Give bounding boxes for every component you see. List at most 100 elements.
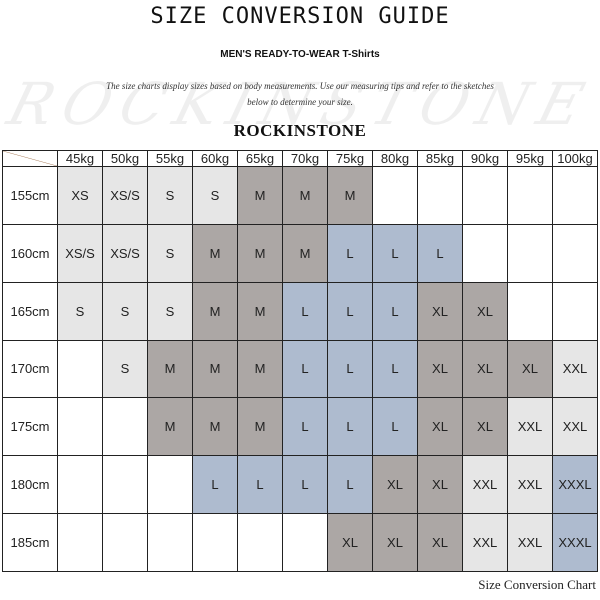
size-table: 45kg 50kg 55kg 60kg 65kg 70kg 75kg 80kg 85kg 90kg… — [2, 150, 598, 572]
size-cell — [192, 513, 238, 572]
size-cell: L — [282, 455, 328, 515]
size-cell: M — [237, 223, 283, 283]
size-cell: L — [327, 281, 373, 341]
size-cell: L — [417, 223, 463, 283]
size-cell — [102, 397, 148, 457]
size-cell — [147, 513, 193, 572]
weight-header: 60kg — [192, 150, 238, 167]
weight-header: 100kg — [552, 150, 598, 167]
weight-header: 95kg — [507, 150, 553, 167]
size-cell: S — [147, 281, 193, 341]
size-cell — [507, 223, 553, 283]
size-cell: XXL — [552, 339, 598, 399]
size-cell: XXL — [462, 513, 508, 572]
subtitle: MEN'S READY-TO-WEAR T-Shirts — [220, 49, 380, 60]
weight-header: 90kg — [462, 150, 508, 167]
size-cell: M — [282, 223, 328, 283]
size-cell: S — [102, 281, 148, 341]
chart-caption: Size Conversion Chart — [478, 577, 596, 592]
size-cell: L — [372, 223, 418, 283]
size-cell: XS/S — [57, 223, 103, 283]
size-cell: XL — [372, 513, 418, 572]
height-label: 165cm — [2, 281, 58, 341]
size-cell: S — [102, 339, 148, 399]
size-cell: L — [372, 339, 418, 399]
description-line-1: The size charts display sizes based on b… — [106, 81, 494, 91]
size-cell: L — [372, 397, 418, 457]
size-cell: M — [237, 339, 283, 399]
weight-header: 45kg — [57, 150, 103, 167]
size-cell: M — [282, 166, 328, 225]
weight-header: 80kg — [372, 150, 418, 167]
size-cell: XS/S — [102, 223, 148, 283]
weight-header: 70kg — [282, 150, 328, 167]
size-cell: L — [282, 397, 328, 457]
size-cell: XL — [507, 339, 553, 399]
brand-name: ROCKINSTONE — [233, 121, 367, 140]
size-cell: L — [327, 455, 373, 515]
size-cell: XL — [462, 397, 508, 457]
size-cell — [237, 513, 283, 572]
size-cell: XL — [417, 339, 463, 399]
size-cell: XXL — [462, 455, 508, 515]
size-cell — [552, 223, 598, 283]
table-row: 155cm XS XS/S S S M M M — [2, 166, 598, 225]
size-cell — [552, 281, 598, 341]
table-row: 165cm S S S M M L L L XL XL — [2, 281, 598, 341]
size-cell — [507, 166, 553, 225]
size-cell: M — [192, 223, 238, 283]
weight-header: 75kg — [327, 150, 373, 167]
size-cell: L — [192, 455, 238, 515]
size-cell: S — [192, 166, 238, 225]
size-cell: M — [192, 339, 238, 399]
size-cell: XXL — [507, 397, 553, 457]
size-cell — [102, 455, 148, 515]
size-cell: S — [57, 281, 103, 341]
page-title: SIZE CONVERSION GUIDE — [150, 4, 450, 29]
size-cell: S — [147, 166, 193, 225]
size-cell: XL — [462, 281, 508, 341]
table-row: 160cm XS/S XS/S S M M M L L L — [2, 223, 598, 283]
size-cell: XXL — [507, 455, 553, 515]
size-cell — [147, 455, 193, 515]
size-cell: S — [147, 223, 193, 283]
size-cell: M — [237, 281, 283, 341]
height-label: 155cm — [2, 166, 58, 225]
size-cell — [57, 339, 103, 399]
table-row: 185cm XL XL XL XXL XXL XXXL — [2, 513, 598, 572]
size-cell: L — [327, 397, 373, 457]
size-cell: L — [372, 281, 418, 341]
height-label: 185cm — [2, 513, 58, 572]
size-cell: XS — [57, 166, 103, 225]
header-row: 45kg 50kg 55kg 60kg 65kg 70kg 75kg 80kg 85kg 90kg… — [2, 150, 598, 167]
size-cell — [102, 513, 148, 572]
size-cell: XXXL — [552, 513, 598, 572]
size-cell — [57, 397, 103, 457]
size-cell: XL — [417, 397, 463, 457]
weight-header: 85kg — [417, 150, 463, 167]
size-cell: M — [147, 339, 193, 399]
size-cell: M — [192, 397, 238, 457]
size-cell: L — [327, 223, 373, 283]
size-cell — [552, 166, 598, 225]
size-cell: L — [327, 339, 373, 399]
height-label: 180cm — [2, 455, 58, 515]
corner-cell — [2, 150, 58, 167]
weight-header: 65kg — [237, 150, 283, 167]
table-row: 170cm S M M M L L L XL XL XL XXL — [2, 339, 598, 399]
size-cell: XL — [327, 513, 373, 572]
weight-header: 50kg — [102, 150, 148, 167]
size-cell: M — [237, 397, 283, 457]
size-cell: XL — [417, 513, 463, 572]
size-cell: XS/S — [102, 166, 148, 225]
size-cell: XXL — [552, 397, 598, 457]
weight-header: 55kg — [147, 150, 193, 167]
height-label: 170cm — [2, 339, 58, 399]
size-cell: L — [282, 339, 328, 399]
size-cell — [282, 513, 328, 572]
size-cell: L — [282, 281, 328, 341]
size-cell — [462, 223, 508, 283]
size-cell: L — [237, 455, 283, 515]
size-cell: M — [192, 281, 238, 341]
size-cell: XL — [462, 339, 508, 399]
